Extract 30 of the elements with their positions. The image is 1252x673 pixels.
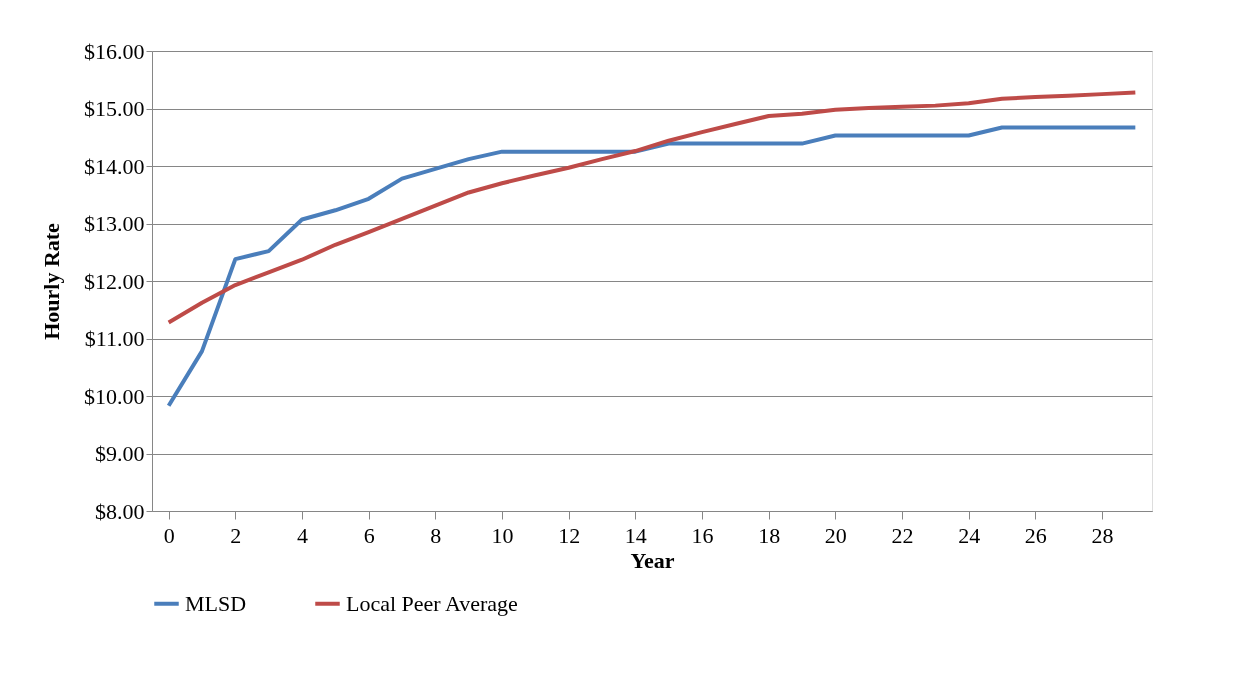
x-tick-label: 16 <box>691 522 714 548</box>
line-series <box>166 125 1138 408</box>
x-tick-label: 0 <box>163 522 175 548</box>
x-tick-label: 22 <box>891 522 914 548</box>
legend-label: MLSD <box>185 590 247 616</box>
y-tick-label: $16.00 <box>84 38 145 64</box>
y-tick-label: $15.00 <box>84 96 145 121</box>
x-tick-label: 14 <box>624 522 647 548</box>
y-tick-label: $12.00 <box>84 268 145 294</box>
x-tick-label: 18 <box>758 522 781 548</box>
y-tick-label: $14.00 <box>84 153 145 179</box>
x-tick-label: 12 <box>558 522 581 548</box>
x-tick-label: 20 <box>824 522 847 548</box>
x-tick-label: 28 <box>1091 522 1114 548</box>
x-tick-label: 8 <box>430 522 442 548</box>
x-axis-title: Year <box>630 547 675 573</box>
y-tick-label: $10.00 <box>84 383 145 409</box>
x-tick-label: 26 <box>1024 522 1047 548</box>
x-tick-label: 6 <box>363 522 375 548</box>
x-tick-label: 4 <box>297 522 308 548</box>
x-tick-label: 24 <box>958 522 981 548</box>
y-tick-label: $8.00 <box>95 498 145 524</box>
y-tick-label: $9.00 <box>95 441 145 466</box>
x-tick-label: 2 <box>230 522 242 548</box>
line-series <box>166 90 1138 325</box>
y-axis-title: Hourly Rate <box>39 222 64 340</box>
y-tick-label: $13.00 <box>84 211 145 236</box>
legend-label: Local Peer Average <box>346 590 518 616</box>
x-tick-label: 10 <box>491 522 514 548</box>
y-tick-label: $11.00 <box>84 326 145 351</box>
